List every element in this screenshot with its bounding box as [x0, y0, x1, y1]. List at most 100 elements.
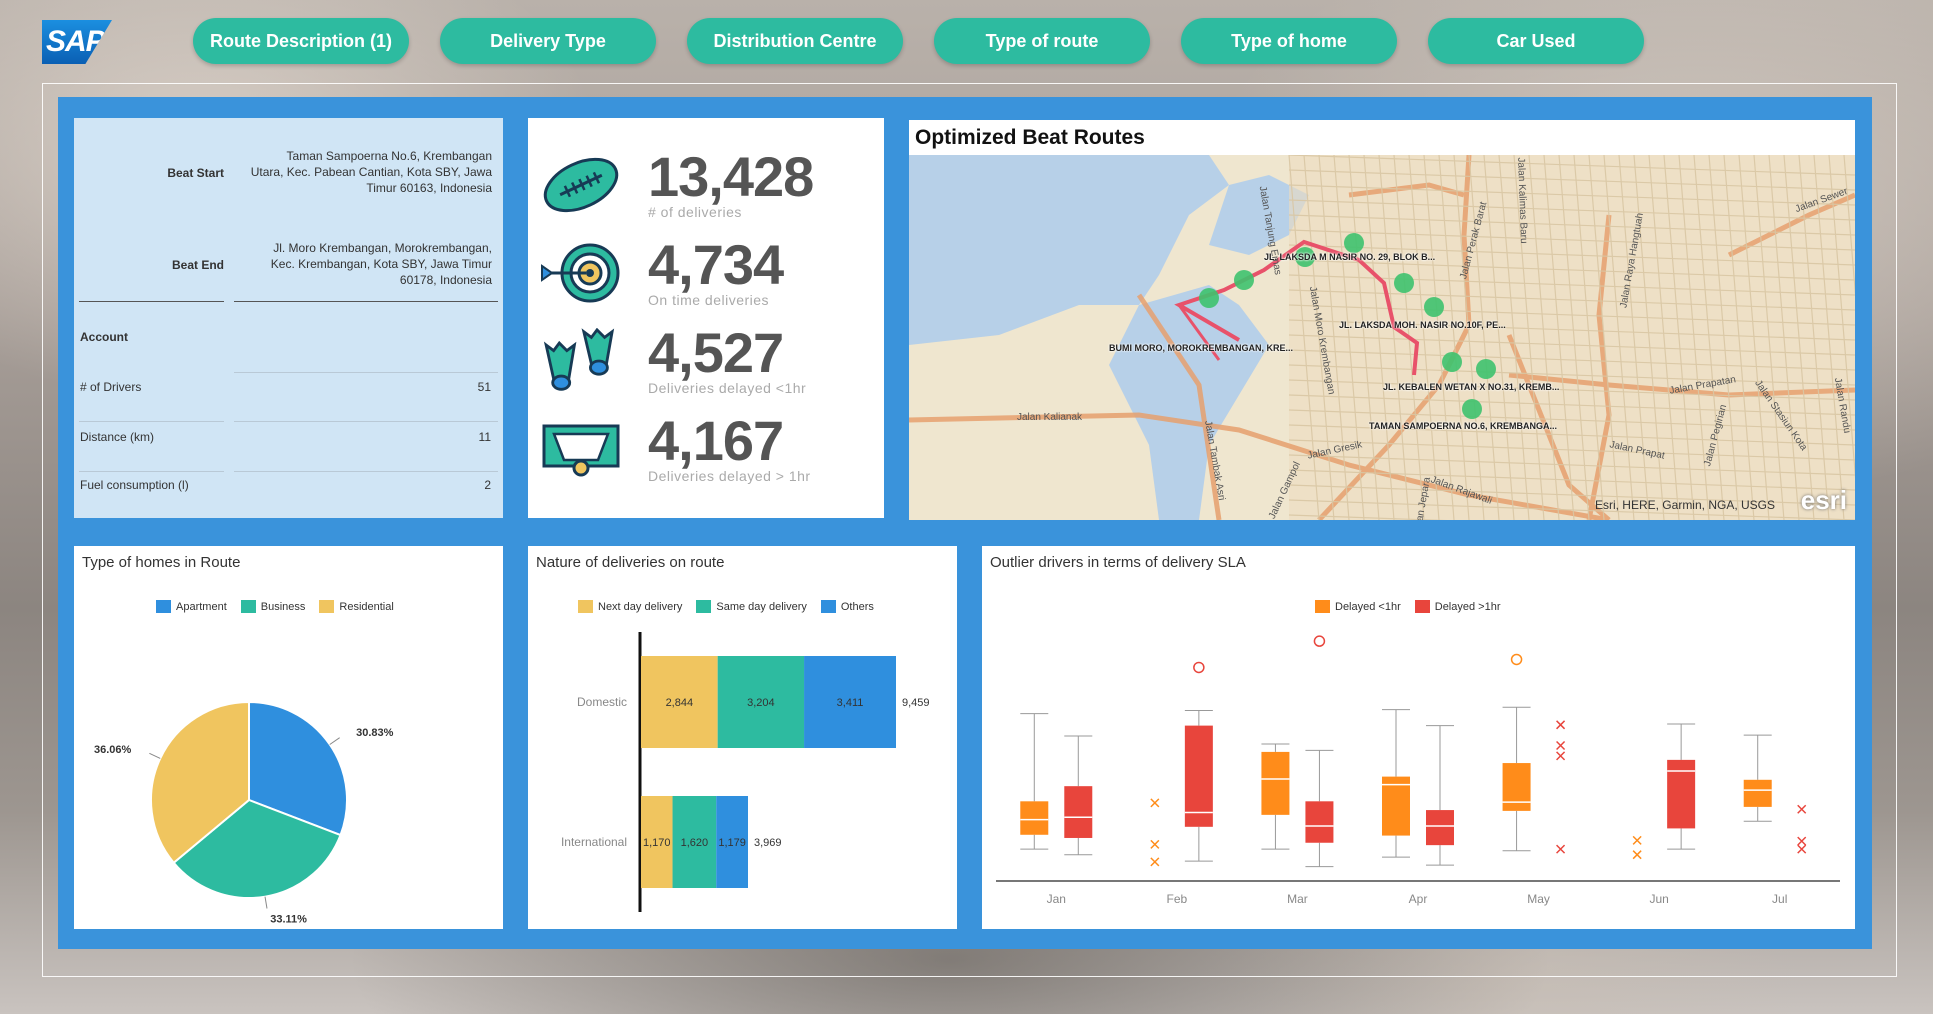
- page-frame: [42, 83, 1897, 977]
- box-iqr[interactable]: [1743, 779, 1772, 807]
- minor-road: [1288, 394, 1855, 416]
- outlier-x-marker: [1150, 857, 1160, 867]
- legend-swatch: [696, 600, 712, 613]
- map-base: [909, 154, 1855, 520]
- box-iqr[interactable]: [1382, 776, 1410, 836]
- minor-road: [1573, 154, 1605, 520]
- route-stop-marker[interactable]: [1199, 288, 1219, 308]
- legend-item[interactable]: Delayed >1hr: [1414, 600, 1501, 613]
- nav-delivery-type[interactable]: Delivery Type: [440, 18, 656, 64]
- pie-leader-line: [264, 896, 268, 909]
- minor-road: [1288, 214, 1855, 236]
- legend-label: Apartment: [176, 600, 227, 613]
- beat-start-line: Taman Sampoerna No.6, Krembangan: [286, 149, 492, 163]
- route-stop-marker[interactable]: [1462, 399, 1482, 419]
- nav-car-used[interactable]: Car Used: [1428, 18, 1644, 64]
- legend-swatch: [319, 600, 335, 613]
- nav-distribution-centre[interactable]: Distribution Centre: [687, 18, 903, 64]
- kpi-label: # of deliveries: [648, 204, 742, 220]
- legend-item[interactable]: Residential: [319, 600, 394, 613]
- legend-label: Residential: [339, 600, 394, 613]
- box-iqr[interactable]: [1064, 786, 1093, 838]
- legend-item[interactable]: Same day delivery: [696, 600, 807, 613]
- legend-label: Others: [840, 600, 874, 613]
- minor-road: [1288, 304, 1855, 326]
- box-iqr[interactable]: [1184, 725, 1213, 827]
- route-stop-marker[interactable]: [1234, 270, 1254, 290]
- box-iqr[interactable]: [1020, 801, 1049, 835]
- pie-slice[interactable]: [150, 700, 250, 865]
- kpi-label: Deliveries delayed <1hr: [648, 380, 807, 396]
- route-stop-marker[interactable]: [1476, 359, 1496, 379]
- minor-road: [1288, 229, 1855, 251]
- bar-data-label: 1,179: [718, 837, 746, 849]
- kpi-delayed-gt-1hr: 4,167 Deliveries delayed > 1hr: [528, 404, 884, 492]
- minor-road: [1843, 154, 1855, 297]
- minor-road: [1453, 154, 1485, 520]
- pie-slice[interactable]: [248, 700, 348, 837]
- outlier-x-marker: [1556, 720, 1566, 730]
- box-iqr[interactable]: [1502, 763, 1531, 811]
- chart-title: Type of homes in Route: [82, 554, 241, 571]
- minor-road: [1288, 274, 1855, 296]
- route-stops: [1199, 233, 1496, 419]
- minor-road: [1828, 154, 1855, 479]
- x-tick-label: May: [1527, 892, 1550, 906]
- route-stop-marker[interactable]: [1394, 273, 1414, 293]
- outlier-x-marker: [1797, 844, 1807, 854]
- beat-end-line: Kec. Krembangan, Kota SBY, Jawa Timur: [270, 257, 492, 271]
- minor-road: [1288, 439, 1855, 461]
- legend-item[interactable]: Next day delivery: [578, 600, 682, 613]
- outlier-boxplot-chart: Outlier drivers in terms of delivery SLA…: [982, 546, 1855, 929]
- divider: [234, 471, 498, 472]
- box-iqr[interactable]: [1305, 801, 1334, 843]
- legend-label: Business: [260, 600, 306, 613]
- legend-item[interactable]: Apartment: [156, 600, 227, 613]
- bar-segment[interactable]: [641, 656, 718, 748]
- minor-road: [1288, 169, 1855, 191]
- minor-road: [1618, 154, 1650, 520]
- pie-slice[interactable]: [172, 798, 342, 899]
- bar-segment[interactable]: [641, 796, 673, 888]
- route-stop-marker[interactable]: [1295, 247, 1315, 267]
- minor-road: [1288, 454, 1855, 476]
- route-stop-marker[interactable]: [1344, 233, 1364, 253]
- minor-road: [1543, 154, 1575, 520]
- minor-road: [1498, 154, 1530, 520]
- bar-segment[interactable]: [672, 796, 717, 888]
- fuel-label: Fuel consumption (l): [80, 478, 189, 492]
- football-icon: [543, 157, 619, 213]
- minor-road: [1288, 184, 1855, 206]
- distance-value: 11: [478, 430, 491, 444]
- minor-road: [1558, 154, 1590, 520]
- bar-segment[interactable]: [716, 796, 748, 888]
- nav-type-of-home[interactable]: Type of home: [1181, 18, 1397, 64]
- kpi-value: 4,734: [648, 233, 784, 296]
- target-icon: [541, 243, 620, 303]
- pie-leader-line: [329, 737, 340, 745]
- box-iqr[interactable]: [1261, 751, 1290, 815]
- map-canvas[interactable]: JL. LAKSDA M NASIR NO. 29, BLOK B... JL.…: [909, 154, 1855, 520]
- route-stop-marker[interactable]: [1424, 297, 1444, 317]
- bar-total-label: 3,969: [754, 837, 782, 849]
- flippers-icon: [543, 328, 615, 391]
- legend-swatch: [156, 600, 171, 613]
- nav-type-of-route[interactable]: Type of route: [934, 18, 1150, 64]
- box-iqr[interactable]: [1667, 759, 1696, 829]
- bar-plot: Domestic 2,844 3,204 3,411 9,459 Internationa…: [561, 632, 930, 912]
- legend-item[interactable]: Delayed <1hr: [1315, 600, 1401, 613]
- route-stop-marker[interactable]: [1442, 352, 1462, 372]
- legend-swatch: [1414, 600, 1430, 613]
- bar-segment[interactable]: [717, 656, 805, 748]
- legend-item[interactable]: Business: [240, 600, 306, 613]
- minor-road: [1663, 154, 1695, 520]
- legend-item[interactable]: Others: [820, 600, 874, 613]
- legend-label: Delayed <1hr: [1335, 600, 1401, 613]
- bar-segment[interactable]: [804, 656, 896, 748]
- category-label: International: [561, 835, 627, 849]
- box-iqr[interactable]: [1426, 810, 1454, 846]
- minor-road: [1288, 154, 1855, 176]
- minor-road: [1468, 154, 1500, 520]
- nav-route-description[interactable]: Route Description (1): [193, 18, 409, 64]
- minor-road: [1603, 154, 1635, 520]
